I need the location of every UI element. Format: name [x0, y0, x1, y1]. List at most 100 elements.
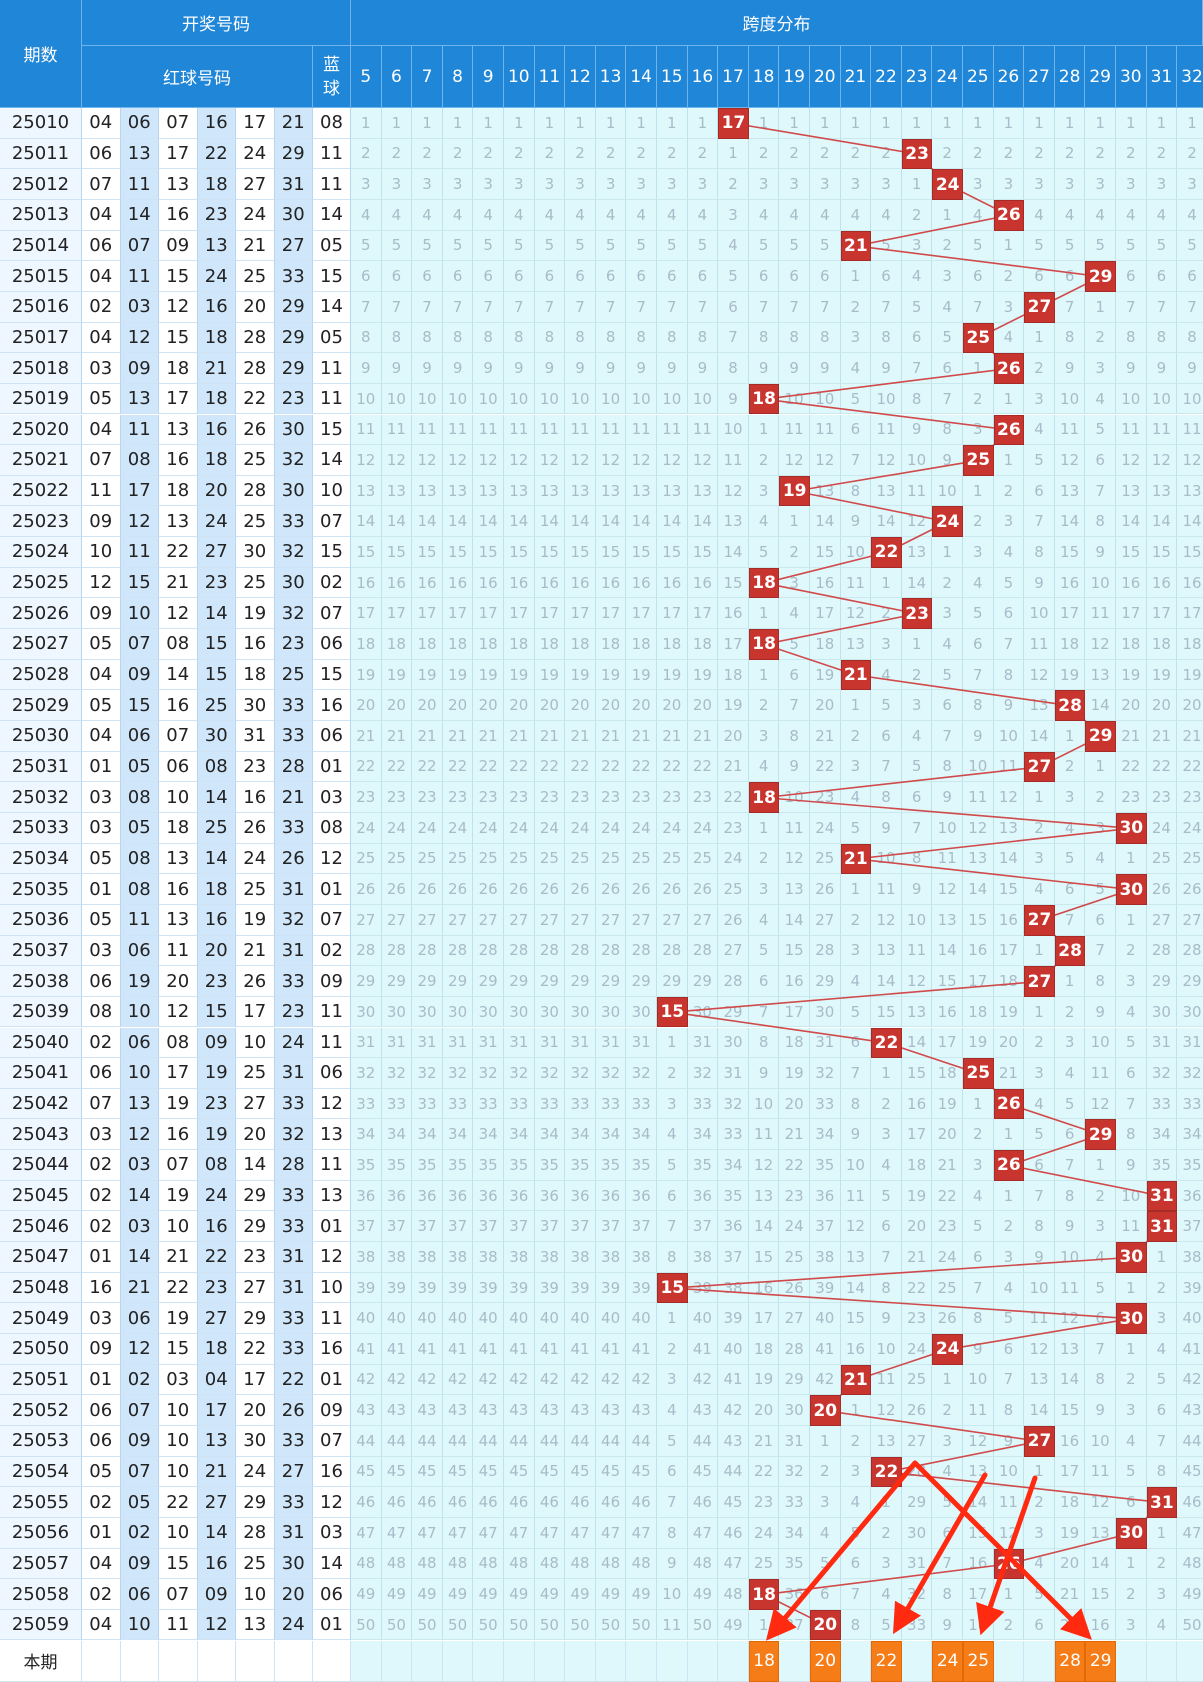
span-omission-cell: 5 — [932, 1487, 963, 1518]
red-ball-cell: 13 — [120, 138, 159, 170]
span-omission-cell: 49 — [351, 1579, 382, 1610]
span-omission-cell: 20 — [504, 690, 535, 721]
red-ball-cell: 13 — [120, 1088, 159, 1120]
span-omission-cell: 19 — [657, 659, 688, 691]
span-omission-cell: 38 — [351, 1242, 382, 1273]
span-omission-cell: 44 — [534, 1425, 566, 1457]
span-omission-cell: 4 — [657, 199, 688, 231]
red-ball-cell: 17 — [159, 383, 198, 415]
span-omission-cell: 1 — [1085, 291, 1116, 323]
span-omission-cell: 16 — [840, 1334, 872, 1365]
red-ball-cell: 02 — [82, 1180, 121, 1212]
red-ball-cell: 27 — [274, 230, 313, 262]
span-omission-cell: 13 — [595, 475, 627, 507]
span-omission-cell: 41 — [442, 1334, 474, 1365]
span-omission-cell: 8 — [1085, 506, 1116, 538]
span-omission-cell: 12 — [748, 1150, 780, 1181]
span-omission-cell: 2 — [657, 1334, 688, 1365]
span-omission-cell: 23 — [687, 782, 719, 813]
span-omission-cell: 11 — [534, 414, 566, 446]
red-ball-cell: 31 — [274, 935, 313, 967]
span-omission-cell: 14 — [1177, 506, 1203, 538]
footer-span-cell — [657, 1640, 688, 1682]
span-omission-cell: 28 — [657, 935, 688, 967]
span-hit-cell: 18 — [748, 629, 780, 660]
red-ball-cell: 16 — [159, 1119, 198, 1151]
span-omission-cell: 6 — [657, 1180, 688, 1212]
span-omission-cell: 3 — [626, 169, 657, 200]
span-omission-cell: 14 — [381, 506, 413, 538]
span-omission-cell: 48 — [442, 1548, 474, 1580]
span-omission-cell: 5 — [657, 1150, 688, 1181]
span-omission-cell: 23 — [1116, 782, 1147, 813]
span-omission-cell: 1 — [748, 812, 780, 844]
red-ball-cell: 07 — [159, 1579, 198, 1610]
span-omission-cell: 2 — [779, 138, 810, 170]
footer-span-cell — [565, 1640, 596, 1682]
span-omission-cell: 10 — [1024, 598, 1055, 630]
red-ball-cell: 06 — [120, 1303, 159, 1334]
span-omission-cell: 3 — [810, 169, 841, 200]
span-omission-cell: 13 — [1024, 1364, 1055, 1396]
span-omission-cell: 10 — [1085, 567, 1116, 599]
span-omission-cell: 14 — [779, 904, 810, 936]
span-omission-cell: 20 — [381, 690, 413, 721]
span-omission-cell: 3 — [1024, 169, 1055, 200]
span-omission-cell: 21 — [565, 721, 596, 752]
span-omission-cell: 41 — [412, 1334, 443, 1365]
span-omission-cell: 7 — [595, 291, 627, 323]
span-omission-cell: 2 — [534, 138, 566, 170]
span-omission-cell: 31 — [504, 1027, 535, 1059]
span-omission-cell: 23 — [351, 782, 382, 813]
span-omission-cell: 29 — [1177, 966, 1203, 997]
span-omission-cell: 27 — [351, 904, 382, 936]
span-omission-cell: 26 — [779, 1272, 810, 1304]
blue-ball-cell: 12 — [313, 843, 351, 875]
span-omission-cell: 7 — [1024, 1180, 1055, 1212]
span-omission-cell: 12 — [779, 445, 810, 476]
span-omission-cell: 27 — [1177, 904, 1203, 936]
span-hit-cell: 29 — [1085, 261, 1116, 292]
span-omission-cell: 29 — [412, 966, 443, 997]
span-omission-cell: 15 — [963, 904, 994, 936]
span-omission-cell: 6 — [504, 261, 535, 292]
span-omission-cell: 5 — [993, 1303, 1025, 1334]
span-hit-cell: 15 — [657, 1272, 688, 1304]
span-omission-cell: 11 — [1085, 598, 1116, 630]
red-ball-cell: 02 — [82, 1211, 121, 1243]
span-omission-cell: 39 — [718, 1303, 749, 1334]
span-omission-cell: 8 — [718, 353, 749, 384]
span-omission-cell: 6 — [810, 1579, 841, 1610]
span-omission-cell: 45 — [1177, 1456, 1203, 1488]
span-omission-cell: 3 — [718, 199, 749, 231]
red-ball-cell: 09 — [120, 659, 159, 691]
span-omission-cell: 3 — [687, 169, 719, 200]
span-omission-cell: 40 — [718, 1334, 749, 1365]
span-omission-cell: 29 — [504, 966, 535, 997]
footer-span-cell — [626, 1640, 657, 1682]
span-omission-cell: 12 — [993, 782, 1025, 813]
span-omission-cell: 21 — [748, 1425, 780, 1457]
span-column-header: 18 — [748, 46, 780, 108]
span-omission-cell: 27 — [534, 904, 566, 936]
span-omission-cell: 6 — [963, 629, 994, 660]
span-omission-cell: 11 — [871, 874, 902, 905]
red-ball-cell: 29 — [236, 1180, 275, 1212]
span-omission-cell: 7 — [504, 291, 535, 323]
red-ball-cell: 17 — [120, 475, 159, 507]
span-omission-cell: 2 — [963, 383, 994, 415]
span-omission-cell: 4 — [901, 721, 933, 752]
span-omission-cell: 5 — [963, 230, 994, 262]
span-omission-cell: 1 — [748, 108, 780, 139]
span-omission-cell: 2 — [1085, 322, 1116, 354]
span-omission-cell: 14 — [504, 506, 535, 538]
red-ball-cell: 18 — [159, 353, 198, 384]
span-omission-cell: 32 — [779, 1456, 810, 1488]
span-omission-cell: 18 — [1116, 629, 1147, 660]
span-omission-cell: 3 — [901, 690, 933, 721]
red-ball-cell: 13 — [197, 230, 236, 262]
span-omission-cell: 15 — [840, 1303, 872, 1334]
span-omission-cell: 4 — [1054, 812, 1086, 844]
span-omission-cell: 10 — [504, 383, 535, 415]
span-omission-cell: 24 — [748, 1517, 780, 1549]
